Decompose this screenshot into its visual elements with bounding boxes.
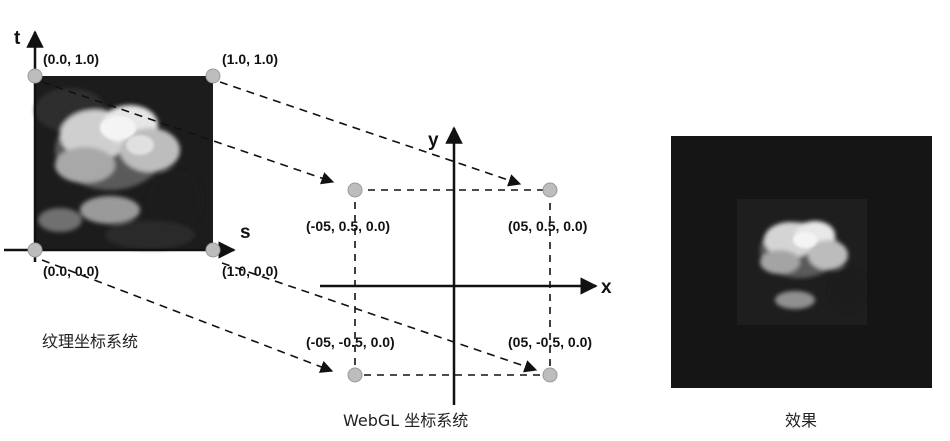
webgl-label-bottom-right: (05, -0.5, 0.0) (508, 334, 592, 350)
x-axis-label: x (601, 277, 612, 298)
result-panel: 效果 (671, 136, 932, 430)
texture-label-bottom-right: (1.0, 0.0) (222, 263, 278, 279)
webgl-label-top-left: (-05, 0.5, 0.0) (306, 218, 390, 234)
webgl-label-bottom-left: (-05, -0.5, 0.0) (306, 334, 395, 350)
mapping-arrow-top-left (41, 81, 335, 185)
texture-corner-top-right (205, 68, 221, 84)
mapping-arrows (41, 81, 538, 373)
mapping-arrow-bottom-left (41, 259, 334, 373)
webgl-corner-bottom-right (542, 367, 558, 383)
texture-corner-top-left (27, 68, 43, 84)
texture-caption: 纹理坐标系统 (42, 332, 138, 351)
webgl-quad (354, 189, 551, 376)
texture-label-top-left: (0.0, 1.0) (43, 51, 99, 67)
texture-corner-bottom-left (27, 242, 43, 258)
s-axis-label: s (240, 222, 251, 243)
webgl-label-top-right: (05, 0.5, 0.0) (508, 218, 587, 234)
result-caption: 效果 (785, 411, 817, 430)
webgl-coordinate-system: x y (-05, 0.5, 0.0) (05, 0.5, 0.0) (-05,… (306, 126, 612, 430)
webgl-corner-top-left (347, 182, 363, 198)
texture-corner-bottom-right (205, 242, 221, 258)
webgl-corner-top-right (542, 182, 558, 198)
t-axis-label: t (14, 28, 21, 49)
webgl-corner-bottom-left (347, 367, 363, 383)
texture-image (35, 76, 213, 250)
mapping-arrow-top-right (219, 81, 522, 187)
texture-label-top-right: (1.0, 1.0) (222, 51, 278, 67)
texture-coordinate-system: s t (0.0, 1.0) (1.0, 1.0) (0.0, 0.0) (1.… (4, 28, 278, 351)
webgl-caption: WebGL 坐标系统 (343, 411, 468, 430)
y-axis-label: y (428, 130, 439, 151)
result-texture (737, 199, 867, 325)
mapping-arrow-bottom-right (221, 262, 538, 373)
